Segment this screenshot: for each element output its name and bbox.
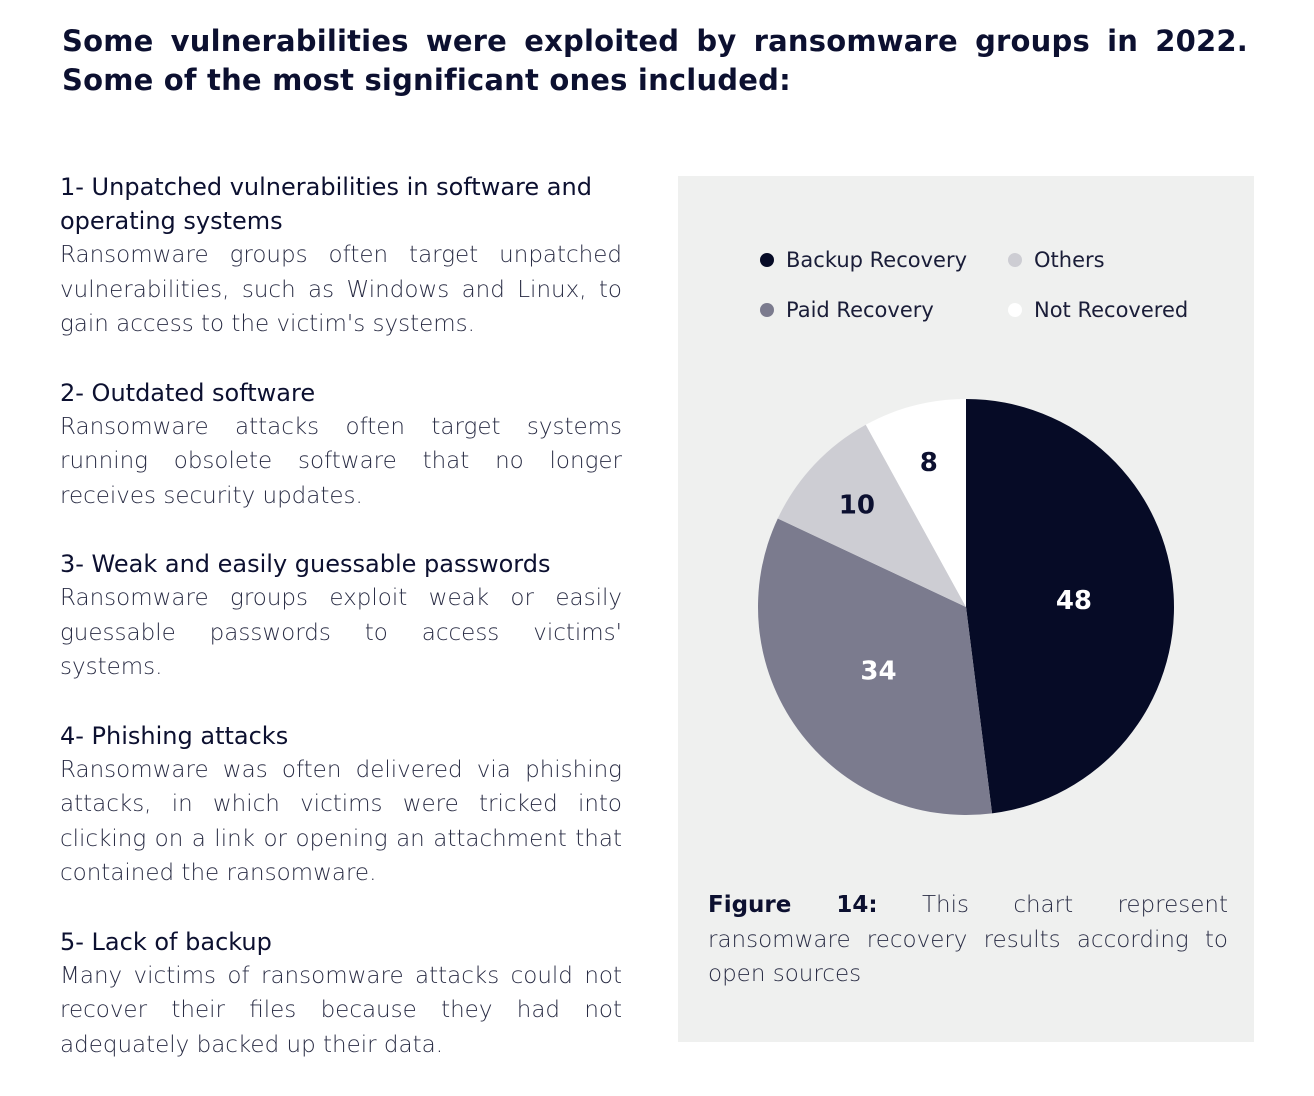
page-title: Some vulnerabilities were exploited by r… — [62, 24, 1248, 97]
pie-slice-not-recovered — [865, 399, 966, 607]
pie-data-label: 48 — [1056, 586, 1092, 616]
caption-text: This chart represent ransomware recovery… — [708, 892, 1228, 987]
pie-chart: 48 34 10 8 — [758, 399, 1175, 816]
pie-data-label: 8 — [920, 448, 938, 478]
legend-swatch — [1008, 303, 1022, 317]
list-item: 1- Unpatched vulnerabilities in software… — [60, 170, 622, 342]
legend-item: Paid Recovery — [760, 298, 934, 322]
pie-slice-others — [777, 424, 966, 607]
figure-caption: Figure 14: This chart represent ransomwa… — [708, 888, 1228, 992]
legend-swatch — [1008, 253, 1022, 267]
legend-swatch — [760, 253, 774, 267]
pie-data-label: 34 — [860, 657, 896, 687]
item-heading: 2- Outdated software — [60, 378, 316, 407]
legend-label: Not Recovered — [1034, 298, 1189, 322]
legend-item: Not Recovered — [1008, 298, 1188, 322]
item-body: Ransomware attacks often target systems … — [60, 413, 622, 509]
list-item: 2- Outdated software Ransomware attacks o… — [60, 376, 622, 514]
list-item: 5- Lack of backup Many victims of ransomw… — [60, 925, 622, 1063]
list-item: 4- Phishing attacks Ransomware was often … — [60, 719, 622, 891]
legend-label: Paid Recovery — [786, 298, 934, 322]
legend-item: Others — [1008, 248, 1105, 272]
caption-label: Figure 14: — [708, 892, 878, 918]
item-heading: 3- Weak and easily guessable passwords — [60, 550, 551, 578]
list-item: 3- Weak and easily guessable passwords Ra… — [60, 547, 622, 685]
pie-slice-paid-recovery — [758, 518, 993, 816]
legend-label: Backup Recovery — [786, 248, 968, 272]
legend-item: Backup Recovery — [760, 248, 967, 272]
item-body: Ransomware groups exploit weak or easily… — [60, 585, 622, 680]
item-body: Many victims of ransomware attacks could… — [60, 962, 622, 1058]
vulnerability-list: 1- Unpatched vulnerabilities in software… — [60, 170, 622, 1096]
item-heading: 1- Unpatched vulnerabilities in software… — [60, 173, 592, 235]
item-heading: 4- Phishing attacks — [60, 721, 289, 750]
pie-slice-backup-recovery — [966, 399, 1175, 814]
item-body: Ransomware groups often target unpatched… — [60, 242, 622, 337]
legend-swatch — [760, 303, 774, 317]
item-body: Ransomware was often delivered via phish… — [60, 756, 622, 887]
legend-label: Others — [1034, 248, 1105, 272]
item-heading: 5- Lack of backup — [60, 927, 272, 956]
pie-data-label: 10 — [839, 490, 875, 520]
figure-panel: Backup Recovery Others Paid Recovery Not… — [678, 176, 1254, 1042]
